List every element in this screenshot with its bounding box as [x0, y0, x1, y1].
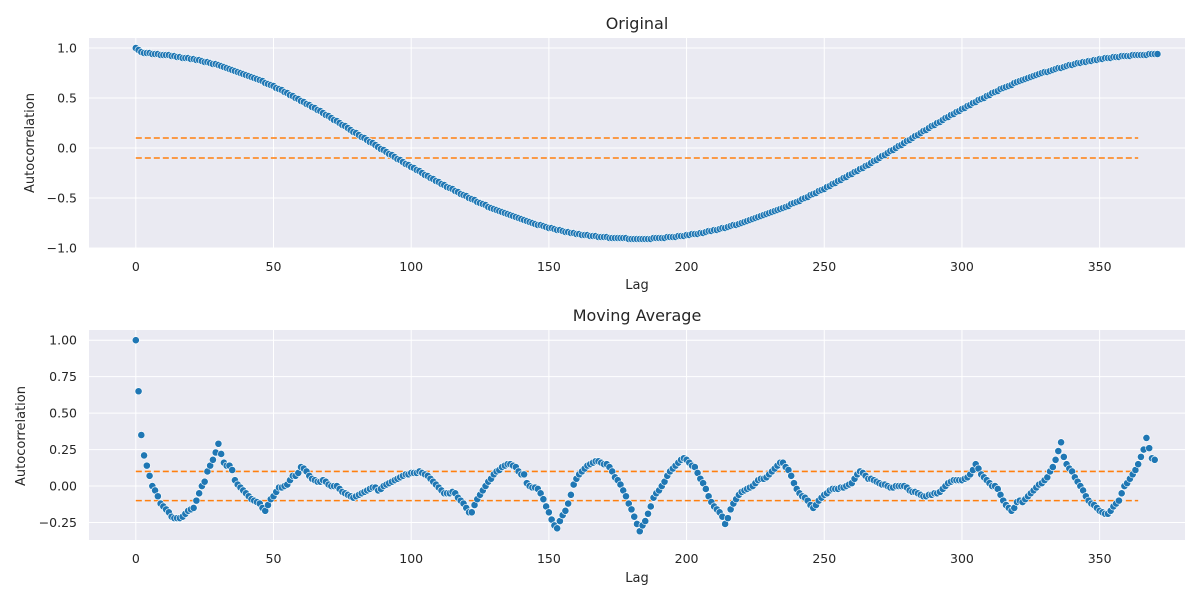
data-point — [1059, 452, 1068, 461]
data-point — [1142, 434, 1151, 442]
data-point — [539, 495, 548, 504]
data-point — [787, 471, 796, 480]
x-tick-label: 50 — [266, 259, 282, 274]
data-point — [564, 499, 573, 508]
data-point — [567, 490, 575, 499]
x-tick-labels: 0 50 100 150 200 250 300 350 — [132, 551, 1112, 566]
data-point — [209, 455, 217, 464]
y-tick-label: 0.25 — [49, 442, 77, 457]
data-point — [553, 524, 562, 533]
data-point — [131, 336, 140, 345]
x-tick-label: 300 — [950, 551, 974, 566]
data-point — [1134, 460, 1143, 469]
plot-area — [89, 330, 1185, 540]
x-axis-label: Lag — [625, 571, 648, 586]
data-point — [153, 492, 162, 501]
y-tick-label: −0.5 — [47, 191, 77, 206]
data-point — [622, 492, 630, 501]
data-point — [195, 489, 204, 498]
data-point — [1054, 447, 1063, 455]
data-point — [627, 505, 636, 514]
data-point — [192, 496, 201, 505]
data-marks — [131, 44, 1162, 243]
data-point — [544, 508, 553, 517]
chart-title: Original — [606, 14, 669, 33]
x-tick-label: 50 — [266, 551, 282, 566]
y-axis-label: Autocorrelation — [23, 93, 38, 193]
data-point — [189, 504, 198, 512]
data-point — [142, 461, 151, 470]
data-point — [1115, 496, 1123, 505]
x-tick-label: 0 — [132, 259, 140, 274]
data-point — [1153, 50, 1162, 58]
data-marks — [131, 336, 1159, 536]
x-tick-labels: 0 50 100 150 200 250 300 350 — [132, 259, 1112, 274]
data-point — [1150, 455, 1159, 464]
data-point — [228, 466, 237, 474]
chart-title: Moving Average — [573, 306, 702, 325]
x-tick-label: 150 — [537, 551, 561, 566]
data-point — [641, 517, 650, 525]
x-tick-label: 150 — [537, 259, 561, 274]
x-tick-label: 350 — [1088, 551, 1112, 566]
data-point — [200, 477, 209, 486]
data-point — [137, 431, 146, 439]
x-tick-label: 250 — [812, 551, 836, 566]
data-point — [1057, 438, 1065, 447]
y-axis-label: Autocorrelation — [14, 386, 29, 486]
y-tick-labels: −1.0 −0.5 0.0 0.5 1.0 — [47, 41, 77, 256]
x-tick-label: 100 — [399, 259, 423, 274]
data-point — [1137, 452, 1145, 461]
x-tick-label: 250 — [812, 259, 836, 274]
y-tick-label: −0.25 — [39, 515, 77, 530]
data-point — [644, 509, 652, 518]
plot-area — [89, 38, 1185, 248]
data-point — [1051, 455, 1060, 464]
data-point — [561, 506, 570, 515]
y-tick-label: 0.00 — [49, 479, 77, 494]
data-point — [145, 471, 154, 480]
data-point — [646, 502, 655, 511]
data-point — [520, 470, 528, 479]
y-tick-label: 0.50 — [49, 406, 77, 421]
x-axis-label: Lag — [625, 278, 648, 293]
data-point — [217, 450, 226, 458]
data-point — [134, 387, 143, 396]
y-tick-label: 0.0 — [57, 141, 77, 156]
y-tick-label: −1.0 — [47, 241, 77, 256]
y-tick-label: 0.5 — [57, 91, 77, 106]
y-tick-label: 1.0 — [57, 41, 77, 56]
y-tick-label: 0.75 — [49, 369, 77, 384]
x-tick-label: 300 — [950, 259, 974, 274]
data-point — [701, 485, 710, 493]
data-point — [467, 508, 476, 517]
data-point — [1048, 463, 1057, 471]
subplot-original: 0 50 100 150 200 250 300 350 −1.0−0.50.00.51.0 … — [23, 14, 1185, 293]
subplot-moving-average: 0 50 100 150 200 250 300 350 −0.25 0.00 0.25 0.50 0… — [14, 306, 1185, 586]
data-point — [723, 514, 732, 523]
data-point — [214, 439, 223, 448]
data-point — [1117, 489, 1126, 498]
x-tick-label: 350 — [1088, 259, 1112, 274]
data-point — [1145, 444, 1154, 453]
x-tick-label: 0 — [132, 551, 140, 566]
data-point — [140, 451, 148, 460]
x-tick-label: 200 — [675, 259, 699, 274]
gridlines — [89, 38, 1185, 249]
x-tick-label: 200 — [675, 551, 699, 566]
data-point — [630, 512, 639, 521]
y-tick-labels: −0.25 0.00 0.25 0.50 0.75 1.00 — [39, 333, 77, 530]
y-tick-label: 1.00 — [49, 333, 77, 348]
x-tick-label: 100 — [399, 551, 423, 566]
